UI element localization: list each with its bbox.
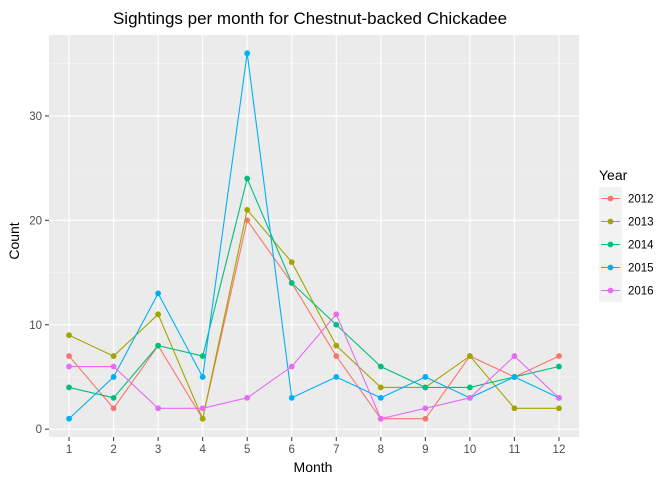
y-axis: 0 10 20 30 — [29, 111, 49, 436]
data-point-2015 — [110, 374, 117, 380]
legend-key-point — [607, 195, 614, 202]
legend-item-2014: 2014 — [599, 233, 654, 256]
data-point-2015 — [288, 394, 295, 401]
x-tick-label: 6 — [289, 444, 295, 456]
series-line-2016 — [69, 313, 560, 420]
x-tick-label: 5 — [244, 444, 250, 456]
x-tick-label: 11 — [508, 444, 520, 456]
legend-item-2013: 2013 — [599, 210, 654, 233]
x-tick-label: 7 — [333, 444, 339, 456]
data-point-2014 — [155, 342, 162, 349]
data-point-2015 — [155, 290, 162, 297]
data-point-2016 — [66, 363, 72, 370]
data-point-2013 — [377, 384, 384, 391]
data-point-2016 — [199, 405, 206, 412]
data-point-2014 — [110, 394, 117, 401]
series-line-2015 — [68, 53, 560, 420]
data-point-2014 — [422, 384, 429, 391]
legend-key-point — [607, 264, 614, 271]
data-point-2013 — [466, 353, 473, 359]
x-tick-label: 9 — [422, 444, 428, 456]
data-point-2014 — [244, 175, 251, 182]
data-point-2013 — [556, 405, 562, 412]
x-axis: 1 2 3 4 5 6 7 8 9 10 11 12 — [66, 437, 566, 456]
plot-panel — [49, 35, 579, 437]
data-point-2014 — [377, 363, 384, 370]
legend-title: Year — [599, 167, 628, 183]
series-line-2014 — [68, 176, 560, 399]
data-point-2015 — [199, 374, 206, 380]
data-point-2015 — [66, 415, 72, 422]
chart-title: Sightings per month for Chestnut-backed … — [113, 9, 507, 28]
x-axis-title: Month — [294, 459, 333, 475]
legend-key-point — [607, 287, 614, 294]
data-point-2013 — [288, 259, 295, 266]
data-point-2015 — [377, 394, 384, 401]
y-tick-label: 20 — [29, 215, 42, 227]
data-point-2015 — [511, 374, 518, 380]
legend-item-2016: 2016 — [599, 279, 654, 302]
y-tick-label: 10 — [29, 320, 42, 332]
y-axis-title: Count — [6, 222, 22, 259]
data-point-2015 — [333, 374, 340, 380]
data-point-2015 — [244, 50, 251, 57]
legend-key-point — [607, 241, 614, 248]
data-point-2016 — [422, 405, 429, 412]
data-point-2014 — [556, 363, 562, 370]
data-point-2012 — [333, 353, 340, 359]
data-point-2014 — [288, 280, 295, 286]
data-point-2013 — [155, 311, 162, 318]
data-point-2016 — [556, 394, 562, 401]
series-2016 — [66, 311, 562, 422]
x-tick-label: 8 — [378, 444, 384, 456]
data-series — [66, 50, 562, 422]
legend-item-2012: 2012 — [599, 187, 654, 210]
data-point-2013 — [110, 353, 117, 359]
data-point-2016 — [377, 415, 384, 422]
legend-label: 2016 — [628, 286, 654, 298]
x-tick-label: 2 — [110, 444, 116, 456]
x-tick-label: 4 — [199, 444, 206, 456]
series-2014 — [66, 175, 562, 401]
data-point-2016 — [333, 311, 340, 318]
data-point-2012 — [66, 353, 72, 359]
data-point-2013 — [199, 415, 206, 422]
legend-label: 2013 — [628, 217, 654, 229]
data-point-2012 — [556, 353, 562, 359]
y-tick-label: 0 — [36, 424, 42, 436]
x-tick-label: 10 — [463, 444, 476, 456]
data-point-2014 — [199, 353, 206, 359]
data-point-2016 — [288, 363, 295, 370]
x-tick-label: 12 — [553, 444, 566, 456]
data-point-2014 — [333, 321, 340, 328]
data-point-2013 — [511, 405, 518, 412]
data-point-2013 — [66, 332, 72, 339]
legend-item-2015: 2015 — [599, 256, 654, 279]
data-point-2016 — [466, 394, 473, 401]
data-point-2014 — [66, 384, 72, 391]
data-point-2012 — [110, 405, 117, 412]
data-point-2016 — [511, 353, 518, 359]
series-line-2012 — [68, 219, 560, 421]
legend-label: 2015 — [628, 263, 654, 275]
data-point-2014 — [466, 384, 473, 391]
data-point-2013 — [333, 342, 340, 349]
data-point-2013 — [244, 206, 251, 213]
legend-key-point — [607, 218, 614, 225]
data-point-2015 — [422, 374, 429, 380]
data-point-2012 — [422, 415, 429, 422]
x-tick-label: 3 — [155, 444, 161, 456]
data-point-2016 — [244, 394, 251, 401]
y-tick-label: 30 — [29, 111, 42, 123]
x-tick-label: 1 — [66, 444, 72, 456]
legend: Year 2012 2013 2014 2015 2016 — [599, 167, 654, 302]
data-point-2016 — [155, 405, 162, 412]
data-point-2016 — [110, 363, 117, 370]
legend-label: 2014 — [628, 240, 654, 252]
legend-label: 2012 — [628, 194, 654, 206]
